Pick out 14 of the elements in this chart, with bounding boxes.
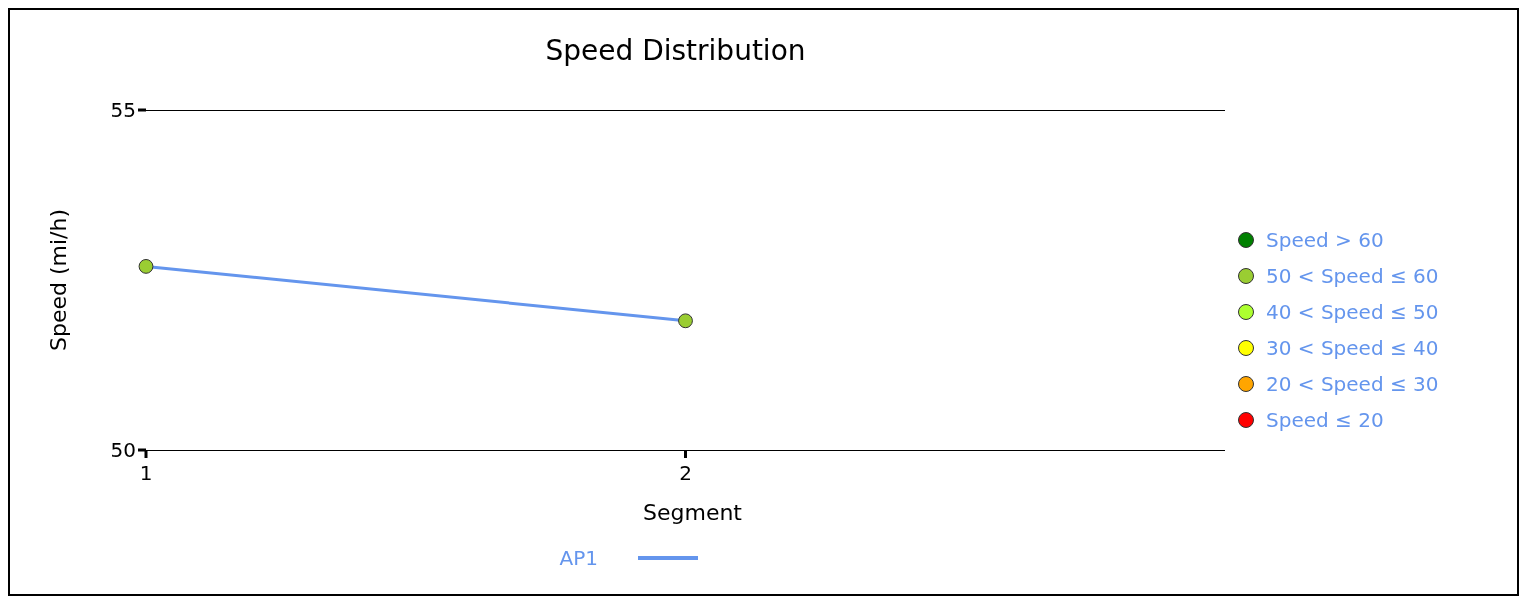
legend-label: 40 < Speed ≤ 50 xyxy=(1266,300,1439,324)
legend-label: 20 < Speed ≤ 30 xyxy=(1266,372,1439,396)
x-axis-title: Segment xyxy=(643,500,743,525)
x-tick-label: 1 xyxy=(139,461,153,485)
chart-title: Speed Distribution xyxy=(545,34,806,67)
y-tick-label: 55 xyxy=(110,98,136,122)
y-axis-title: Speed (mi/h) xyxy=(46,208,71,352)
legend-label: 50 < Speed ≤ 60 xyxy=(1266,264,1439,288)
x-tick-label: 2 xyxy=(679,461,692,485)
legend-label: 30 < Speed ≤ 40 xyxy=(1266,336,1439,360)
text: AP1 xyxy=(559,546,598,570)
legend-label: Speed > 60 xyxy=(1266,228,1384,252)
y-tick-label: 50 xyxy=(110,438,136,462)
legend-label: Speed ≤ 20 xyxy=(1266,408,1384,432)
